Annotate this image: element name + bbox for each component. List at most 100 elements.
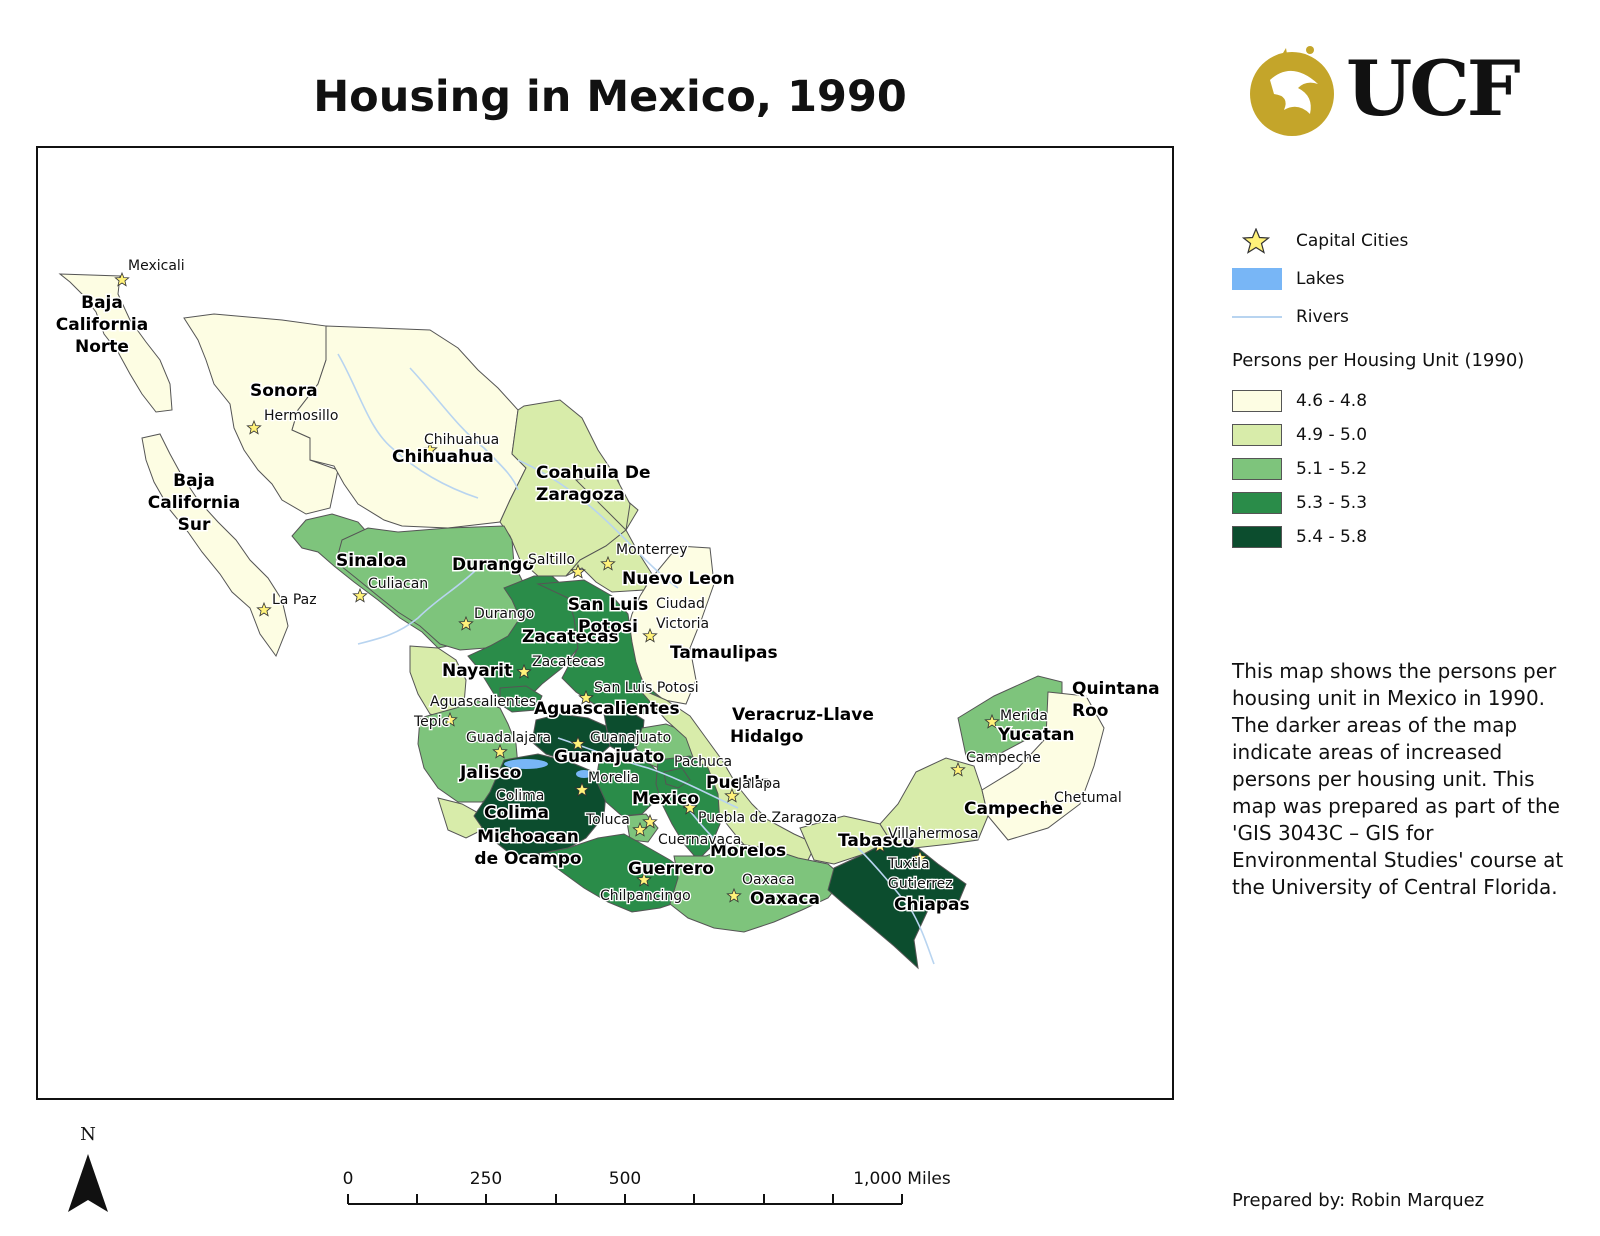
- city-label: Puebla de Zaragoza: [698, 810, 837, 826]
- state-label-michoacan: Michoacan: [477, 827, 579, 847]
- river-3: [357, 567, 479, 645]
- state-label-oaxaca: Oaxaca: [750, 889, 820, 909]
- city-label: Saltillo: [528, 552, 575, 568]
- capital-star-17: [680, 793, 696, 809]
- lake-chapala: [504, 759, 548, 769]
- capital-star-9: [516, 663, 532, 679]
- capital-star-16: [642, 813, 658, 829]
- lake-patzcuaro: [576, 770, 592, 778]
- state-label-quintana-roo: Roo: [1072, 701, 1108, 721]
- capital-star-3: [256, 601, 272, 617]
- state-baja-california-norte: [58, 273, 173, 413]
- city-label: Tepic: [413, 714, 449, 730]
- legend-lakes-row: Lakes: [1232, 266, 1344, 292]
- state-durango: [335, 525, 533, 651]
- capital-star-22: [872, 837, 888, 853]
- state-label-sinaloa: Sinaloa: [336, 551, 407, 571]
- state-label-nayarit: Nayarit: [442, 661, 512, 681]
- legend-swatch-3: [1232, 492, 1282, 514]
- state-label-zacatecas: Zacatecas: [522, 627, 619, 647]
- capital-star-icon: [1241, 228, 1271, 254]
- north-arrow-icon: N: [68, 1124, 108, 1212]
- city-label: Hermosillo: [264, 408, 338, 424]
- state-oaxaca: [669, 843, 845, 933]
- legend-rivers-label: Rivers: [1296, 307, 1349, 327]
- state-label-colima: Colima: [484, 803, 549, 823]
- capital-star-4: [352, 587, 368, 603]
- state-label-jalisco: Jalisco: [459, 763, 521, 783]
- city-label: Chetumal: [1054, 790, 1122, 806]
- state-label-chiapas: Chiapas: [894, 895, 970, 915]
- city-label: Cuernavaca: [658, 832, 741, 848]
- legend-class-3: 5.3 - 5.3: [1232, 490, 1367, 516]
- capital-star-25: [984, 713, 1000, 729]
- city-label: Victoria: [656, 616, 709, 632]
- north-arrow: N: [66, 1120, 116, 1220]
- state-label-quintana-roo: Quintana: [1072, 679, 1160, 699]
- state-label-morelos: Morelos: [710, 841, 786, 861]
- capital-star-20: [636, 871, 652, 887]
- legend-capital-row: Capital Cities: [1232, 228, 1408, 254]
- scale-bar: 0 250 500 1,000 Miles: [340, 1168, 1040, 1218]
- state-label-veracruz: Veracruz-Llave: [732, 705, 874, 725]
- state-san-luis-potosi: [536, 579, 661, 715]
- city-label: Mexicali: [128, 258, 185, 274]
- state-michoacan: [473, 753, 607, 861]
- legend-class-2: 5.1 - 5.2: [1232, 456, 1367, 482]
- city-label: Tuxtla: [887, 856, 930, 872]
- city-label: Guanajuato: [590, 730, 671, 746]
- state-label-michoacan: de Ocampo: [474, 849, 581, 869]
- state-label-san-luis-potosi: San Luis: [568, 595, 649, 615]
- city-label: Morelia: [588, 770, 639, 786]
- state-label-baja-california-norte: Norte: [75, 337, 129, 357]
- city-label: Culiacan: [368, 576, 428, 592]
- state-label-baja-california-sur: Sur: [178, 515, 211, 535]
- scale-bar-graphic: 0 250 500 1,000 Miles: [343, 1169, 951, 1205]
- ucf-logo: UCF: [1240, 40, 1530, 140]
- pegasus-icon: [1250, 46, 1334, 136]
- state-nuevo-leon: [565, 473, 653, 593]
- map-title: Housing in Mexico, 1990: [313, 72, 907, 122]
- city-label: Guadalajara: [466, 730, 551, 746]
- capital-star-26: [1038, 799, 1054, 815]
- legend-swatch-1: [1232, 424, 1282, 446]
- state-label-sonora: Sonora: [250, 381, 318, 401]
- legend-class-1: 4.9 - 5.0: [1232, 422, 1367, 448]
- capital-star-8: [642, 627, 658, 643]
- river-2: [517, 459, 679, 589]
- legend-swatch-0: [1232, 390, 1282, 412]
- capital-star-1: [246, 419, 262, 435]
- city-label: Durango: [474, 606, 534, 622]
- rivers-layer: [337, 353, 935, 965]
- city-label: San Luis Potosi: [594, 680, 699, 696]
- city-label: Zacatecas: [532, 654, 604, 670]
- legend-rivers-row: Rivers: [1232, 304, 1349, 330]
- legend-lakes-label: Lakes: [1296, 269, 1345, 289]
- legend-class-label-2: 5.1 - 5.2: [1296, 459, 1368, 479]
- capitals-layer: [114, 271, 1054, 903]
- river-6: [857, 847, 935, 965]
- capital-star-5: [458, 615, 474, 631]
- capital-star-7: [600, 555, 616, 571]
- capital-star-0: [114, 271, 130, 287]
- capital-star-24: [950, 761, 966, 777]
- city-label: Ciudad: [656, 596, 705, 612]
- state-label-nuevo-leon: Nuevo Leon: [622, 569, 735, 589]
- state-label-puebla: Puebla: [706, 773, 772, 793]
- city-label: Toluca: [585, 812, 630, 828]
- state-label-guanajuato: Guanajuato: [554, 747, 664, 767]
- scale-label-250: 250: [470, 1169, 502, 1189]
- city-label: Oaxaca: [742, 872, 795, 888]
- state-label-guerrero: Guerrero: [628, 859, 714, 879]
- state-aguascalientes: [499, 685, 543, 713]
- capital-star-6: [570, 563, 586, 579]
- river-line-icon: [1232, 316, 1282, 318]
- state-label-hidalgo: Hidalgo: [730, 727, 803, 747]
- mexico-map: BajaCaliforniaNorteBajaCaliforniaSurSono…: [54, 257, 1161, 970]
- state-label-chihuahua: Chihuahua: [392, 447, 494, 467]
- city-label: Villahermosa: [888, 826, 979, 842]
- state-colima: [437, 797, 483, 839]
- state-label-baja-california-sur: Baja: [173, 471, 215, 491]
- legend-capital-label: Capital Cities: [1296, 231, 1409, 251]
- state-label-baja-california-sur: California: [148, 493, 240, 513]
